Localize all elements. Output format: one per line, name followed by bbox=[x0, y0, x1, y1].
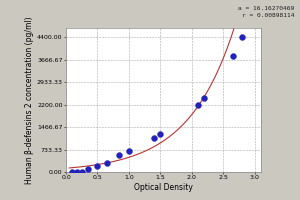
Point bbox=[95, 164, 100, 167]
Point bbox=[79, 170, 84, 174]
Text: a = 16.16270469
r = 0.00898114: a = 16.16270469 r = 0.00898114 bbox=[238, 6, 294, 18]
Point bbox=[158, 132, 163, 135]
Point bbox=[240, 36, 244, 39]
Point bbox=[75, 170, 80, 174]
Point bbox=[196, 103, 200, 106]
Point bbox=[152, 137, 157, 140]
Point bbox=[117, 154, 122, 157]
Point bbox=[127, 149, 131, 152]
Point bbox=[202, 97, 207, 100]
X-axis label: Optical Density: Optical Density bbox=[134, 183, 193, 192]
Y-axis label: Human β-defensins 2 concentration (pg/ml): Human β-defensins 2 concentration (pg/ml… bbox=[25, 16, 34, 184]
Point bbox=[85, 167, 90, 171]
Point bbox=[70, 170, 75, 174]
Point bbox=[230, 54, 235, 57]
Point bbox=[104, 161, 109, 164]
